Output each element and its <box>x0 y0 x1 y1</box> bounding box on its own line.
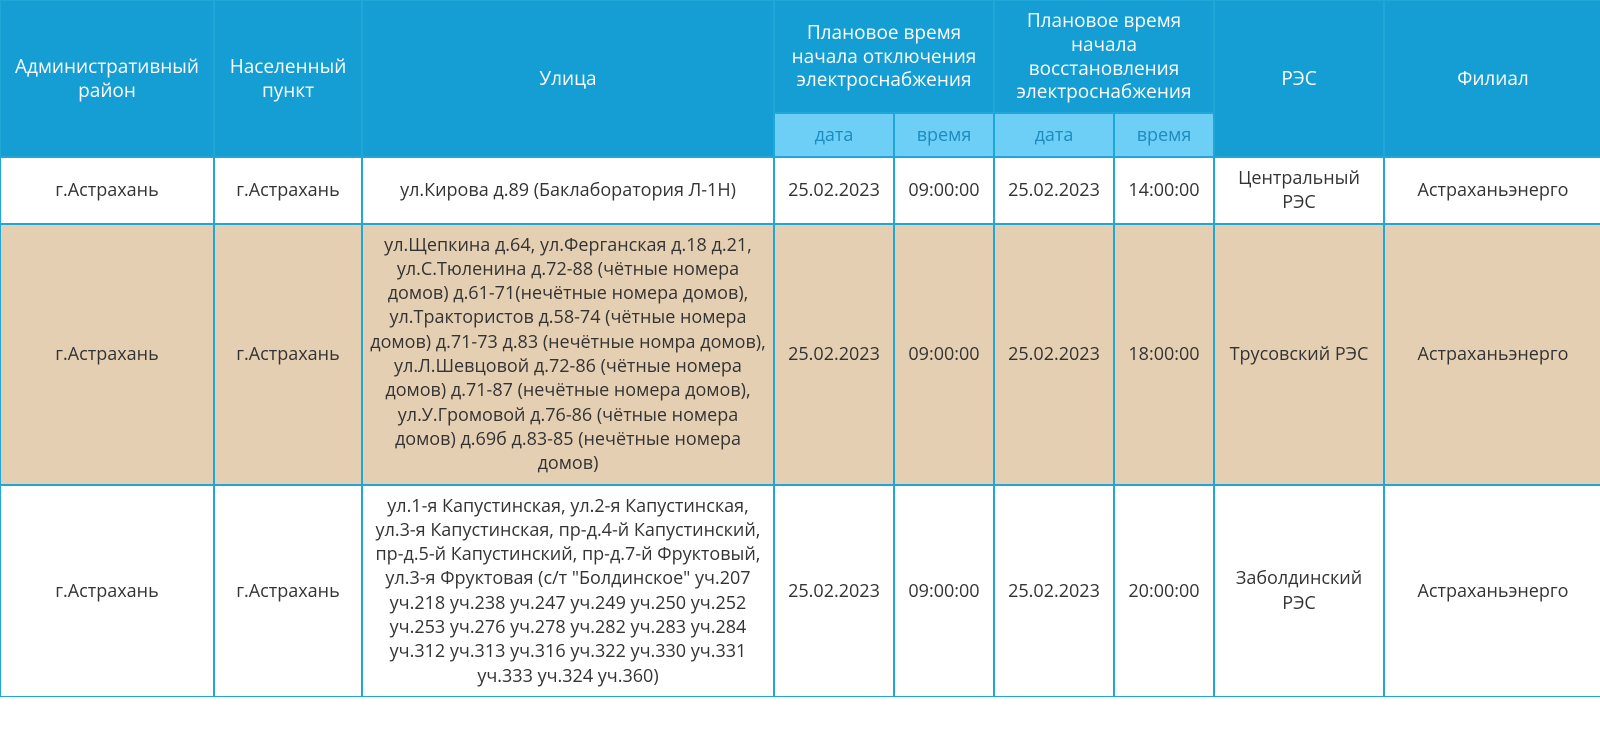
cell-out-time: 09:00:00 <box>894 224 994 485</box>
table-body: г.Астрахань г.Астрахань ул.Кирова д.89 (… <box>0 157 1600 697</box>
cell-rest-time: 20:00:00 <box>1114 485 1214 697</box>
table-row: г.Астрахань г.Астрахань ул.Кирова д.89 (… <box>0 157 1600 224</box>
cell-res: Трусовский РЭС <box>1214 224 1384 485</box>
outage-schedule-table: Административный район Населенный пункт … <box>0 0 1600 697</box>
cell-district: г.Астрахань <box>0 485 214 697</box>
col-rest-time: время <box>1114 113 1214 157</box>
cell-rest-date: 25.02.2023 <box>994 485 1114 697</box>
col-settlement: Населенный пункт <box>214 0 362 157</box>
cell-district: г.Астрахань <box>0 157 214 224</box>
table-header-row: Административный район Населенный пункт … <box>0 0 1600 113</box>
col-outage: Плановое время начала отключения электро… <box>774 0 994 113</box>
cell-district: г.Астрахань <box>0 224 214 485</box>
col-branch: Филиал <box>1384 0 1600 157</box>
cell-rest-date: 25.02.2023 <box>994 157 1114 224</box>
cell-rest-date: 25.02.2023 <box>994 224 1114 485</box>
cell-out-time: 09:00:00 <box>894 485 994 697</box>
col-res: РЭС <box>1214 0 1384 157</box>
cell-settlement: г.Астрахань <box>214 157 362 224</box>
col-out-date: дата <box>774 113 894 157</box>
cell-out-time: 09:00:00 <box>894 157 994 224</box>
cell-out-date: 25.02.2023 <box>774 224 894 485</box>
col-district: Административный район <box>0 0 214 157</box>
cell-settlement: г.Астрахань <box>214 485 362 697</box>
cell-street: ул.1-я Капустинская, ул.2-я Капустинская… <box>362 485 774 697</box>
cell-out-date: 25.02.2023 <box>774 485 894 697</box>
cell-out-date: 25.02.2023 <box>774 157 894 224</box>
cell-branch: Астраханьэнерго <box>1384 224 1600 485</box>
table-row: г.Астрахань г.Астрахань ул.Щепкина д.64,… <box>0 224 1600 485</box>
col-rest-date: дата <box>994 113 1114 157</box>
table-row: г.Астрахань г.Астрахань ул.1-я Капустинс… <box>0 485 1600 697</box>
cell-street: ул.Щепкина д.64, ул.Ферганская д.18 д.21… <box>362 224 774 485</box>
cell-rest-time: 18:00:00 <box>1114 224 1214 485</box>
cell-rest-time: 14:00:00 <box>1114 157 1214 224</box>
col-street: Улица <box>362 0 774 157</box>
cell-branch: Астраханьэнерго <box>1384 157 1600 224</box>
cell-settlement: г.Астрахань <box>214 224 362 485</box>
col-out-time: время <box>894 113 994 157</box>
cell-branch: Астраханьэнерго <box>1384 485 1600 697</box>
cell-res: Центральный РЭС <box>1214 157 1384 224</box>
cell-res: Заболдинский РЭС <box>1214 485 1384 697</box>
cell-street: ул.Кирова д.89 (Баклаборатория Л-1Н) <box>362 157 774 224</box>
col-restore: Плановое время начала восстановления эле… <box>994 0 1214 113</box>
